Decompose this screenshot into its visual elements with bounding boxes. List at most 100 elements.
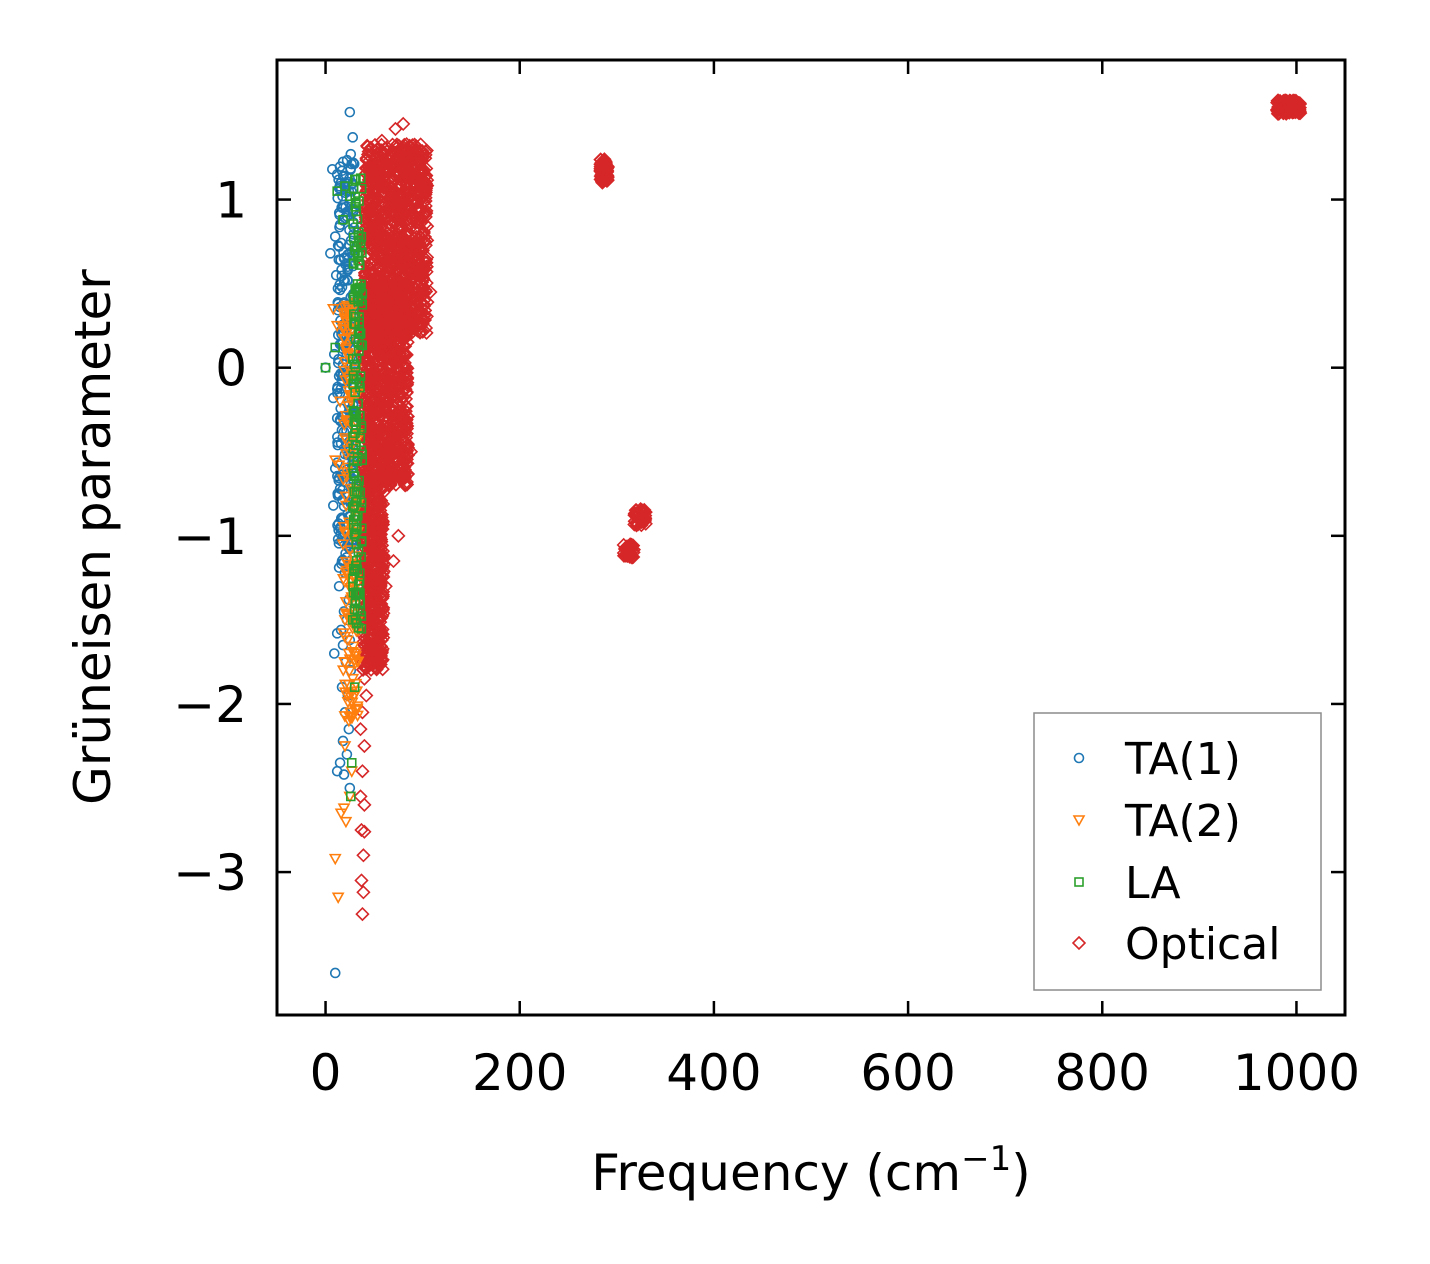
data-point [333, 241, 345, 252]
data-point [376, 606, 391, 621]
data-point [326, 304, 340, 316]
data-point [348, 468, 359, 479]
data-point [381, 197, 397, 212]
legend-marker-symbol [1073, 752, 1085, 764]
data-point [1292, 96, 1308, 112]
data-point [406, 238, 421, 254]
data-point [364, 316, 380, 331]
data-point [355, 906, 370, 922]
data-point [599, 167, 614, 183]
data-point [367, 423, 382, 439]
data-point [351, 416, 361, 427]
data-point [330, 320, 344, 333]
data-point [365, 621, 380, 636]
data-point [349, 651, 363, 663]
data-point [356, 523, 367, 534]
data-point [357, 671, 372, 686]
data-point [415, 242, 430, 258]
data-point [346, 673, 360, 686]
data-point [400, 335, 415, 350]
data-point [368, 521, 383, 536]
data-point [375, 584, 391, 599]
data-point [349, 566, 360, 577]
data-point [349, 309, 359, 319]
data-point [380, 210, 395, 225]
data-point [404, 164, 419, 179]
data-point [364, 262, 379, 277]
data-point [328, 500, 339, 511]
legend-marker-symbol [1072, 815, 1086, 827]
data-point [389, 361, 404, 376]
data-point [637, 513, 653, 529]
data-point [397, 425, 413, 440]
data-point [332, 240, 344, 251]
data-point [345, 148, 357, 160]
data-point [361, 510, 377, 525]
data-point [363, 205, 378, 220]
data-point [386, 553, 401, 569]
data-point [357, 797, 372, 812]
data-point [403, 444, 419, 459]
data-point [349, 604, 360, 615]
data-point [370, 558, 385, 573]
data-point [342, 648, 356, 661]
data-point [351, 440, 361, 451]
data-point [388, 208, 403, 223]
data-point [382, 163, 397, 178]
data-point [390, 344, 405, 360]
data-point [339, 597, 353, 609]
data-point [337, 202, 349, 214]
data-point [320, 362, 331, 373]
data-point [336, 281, 348, 293]
data-point [356, 279, 366, 290]
data-point [342, 715, 356, 728]
x-axis-title: Frequency (cm−1) [591, 1139, 1031, 1202]
data-point [338, 357, 352, 369]
data-point [365, 472, 380, 487]
data-point [339, 556, 353, 569]
y-tick-label: −1 [173, 508, 247, 566]
data-point [332, 533, 344, 545]
data-point [383, 278, 398, 294]
data-point [340, 415, 354, 427]
data-point [362, 194, 377, 209]
data-point [354, 822, 369, 838]
data-point [336, 474, 350, 486]
data-point [413, 192, 428, 207]
data-point [374, 507, 389, 522]
data-point [351, 478, 362, 489]
data-point [346, 641, 360, 654]
data-point [344, 333, 357, 346]
data-point [338, 741, 352, 753]
data-point [396, 307, 411, 322]
data-point [342, 666, 356, 678]
data-point [368, 298, 383, 313]
data-point [365, 591, 381, 606]
data-point [375, 662, 390, 677]
data-point [398, 478, 413, 493]
data-point [397, 317, 412, 332]
data-point [395, 169, 410, 185]
data-point [356, 536, 367, 547]
data-point [374, 632, 389, 648]
data-point [357, 738, 372, 754]
data-point [337, 359, 349, 370]
series-optical [353, 93, 1308, 922]
data-point [357, 824, 372, 839]
data-point [366, 588, 381, 603]
data-point [383, 407, 398, 422]
data-point [383, 352, 398, 367]
data-point [332, 192, 343, 204]
data-point [371, 224, 386, 239]
data-point [416, 287, 431, 302]
data-point [382, 177, 397, 193]
data-point [352, 564, 363, 575]
data-point [386, 436, 402, 451]
data-point [338, 576, 352, 589]
series-la [320, 173, 368, 802]
data-point [363, 408, 378, 424]
data-point [356, 885, 371, 900]
data-point [338, 214, 348, 225]
data-point [400, 370, 415, 386]
data-point [350, 417, 360, 427]
